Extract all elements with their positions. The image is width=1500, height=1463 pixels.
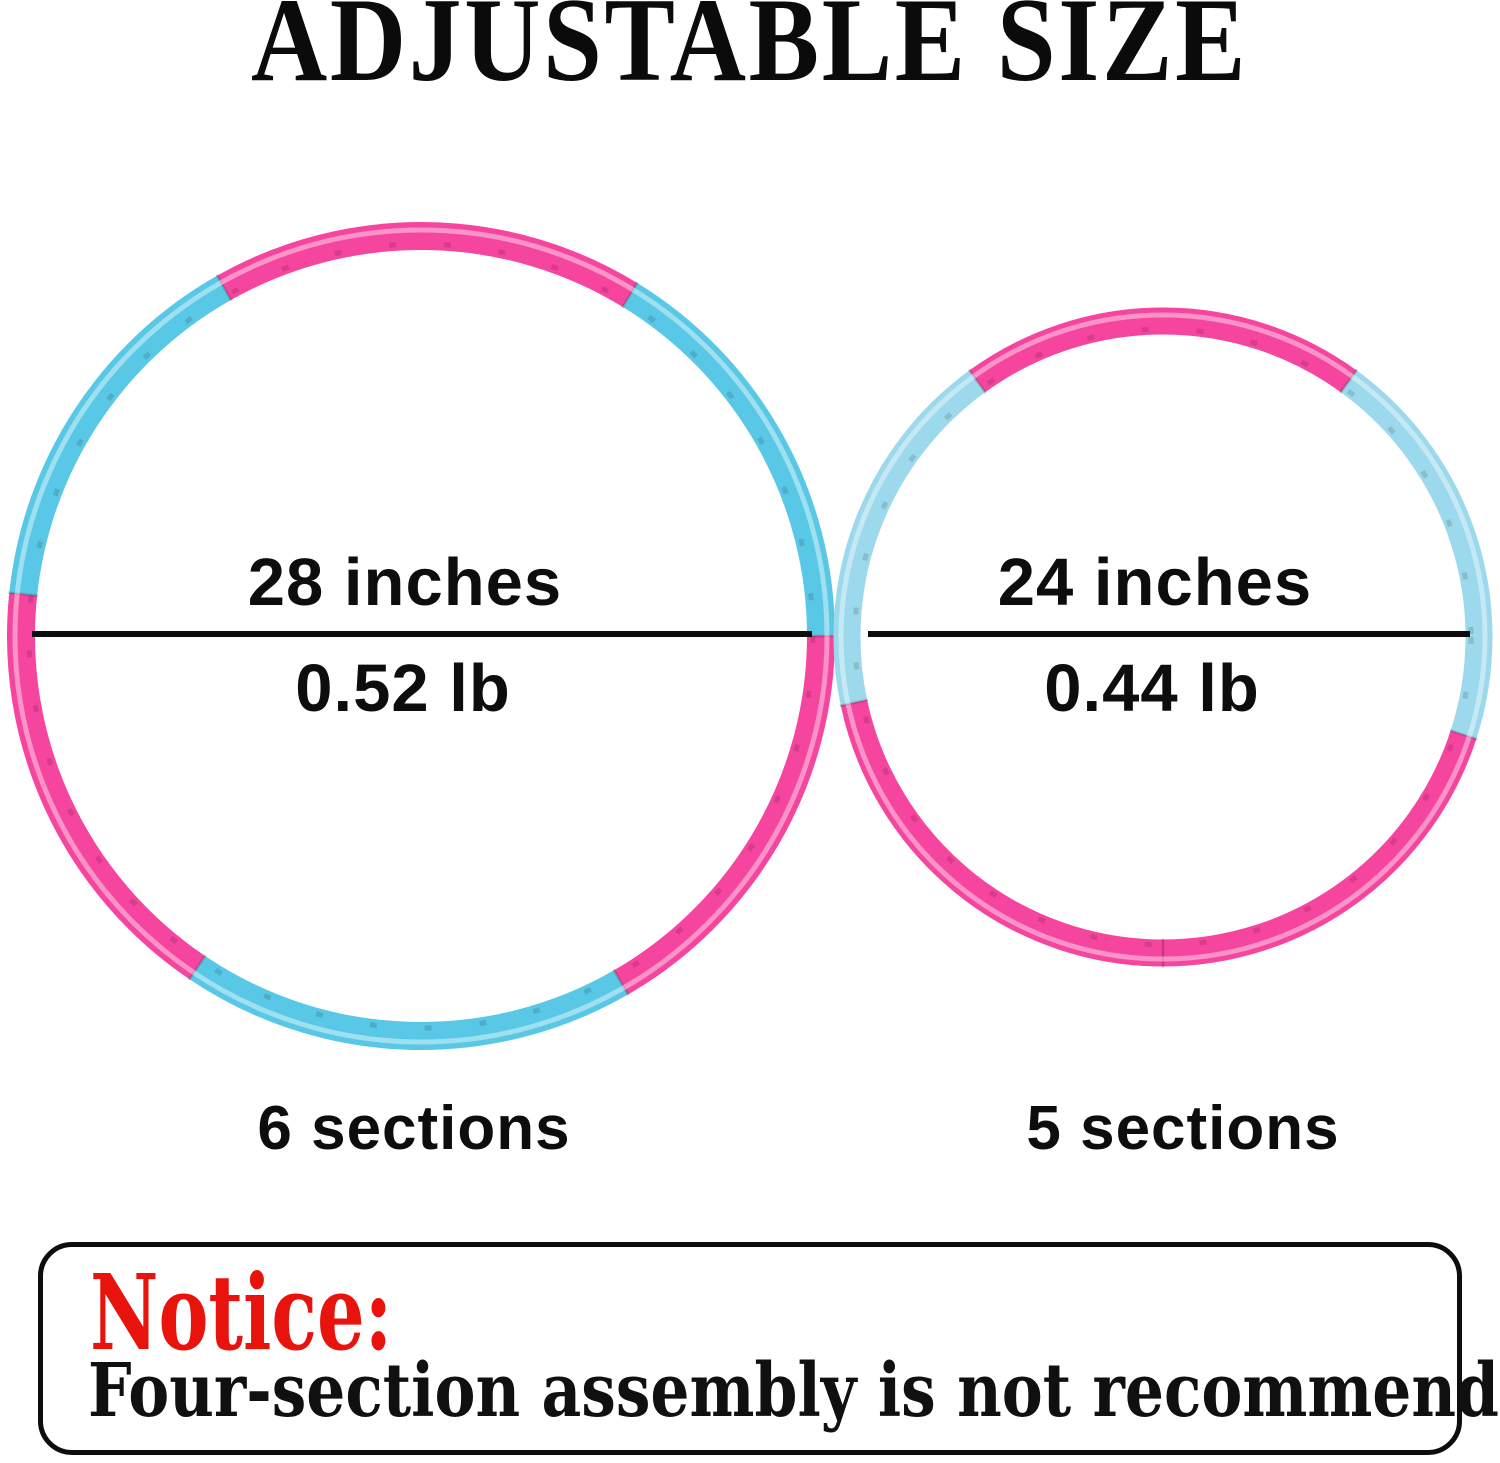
hoop-section-joint bbox=[1339, 368, 1359, 394]
hoop-section-joint bbox=[621, 281, 639, 309]
size-label-small: 24 inches bbox=[997, 545, 1313, 620]
hoop-segment-pink bbox=[217, 222, 638, 307]
hoop-section-joint bbox=[215, 274, 233, 302]
hoop-large bbox=[7, 222, 836, 1050]
hoop-small bbox=[833, 307, 1493, 968]
hoop-segment-pink bbox=[613, 635, 835, 995]
diameter-line-large bbox=[32, 631, 812, 637]
notice-box: Notice: Four-section assembly is not rec… bbox=[38, 1242, 1500, 1455]
notice-heading-wrap: Notice: bbox=[90, 1261, 510, 1365]
hoop-section-joint bbox=[187, 954, 207, 981]
notice-heading: Notice: bbox=[90, 1251, 393, 1374]
page-title: ADJUSTABLE SIZE bbox=[251, 0, 1249, 106]
hoop-segment-blue bbox=[1340, 370, 1493, 739]
sections-label-large: 6 sections bbox=[257, 1094, 571, 1163]
hoop-segment-pink bbox=[969, 307, 1357, 393]
hoop-segment-blue bbox=[622, 283, 835, 637]
sections-label-small: 5 sections bbox=[1026, 1094, 1340, 1163]
notice-body: Four-section assembly is not recommended… bbox=[88, 1348, 1500, 1434]
hoop-gloss-highlight bbox=[12, 227, 830, 1045]
notice-body-wrap: Four-section assembly is not recommended… bbox=[88, 1354, 1500, 1428]
hoop-segment-blue bbox=[189, 956, 628, 1050]
hoop-segment-pink bbox=[7, 592, 206, 980]
hoop-ridge-ticks bbox=[26, 241, 816, 1031]
hoop-section-joint bbox=[612, 968, 630, 997]
hoop-segment-blue bbox=[833, 370, 986, 706]
hoop-ridge-ticks bbox=[852, 326, 1474, 948]
diameter-line-small bbox=[868, 631, 1470, 637]
hoop-section-joint bbox=[1449, 728, 1478, 741]
hoop-gloss-highlight bbox=[838, 312, 1488, 962]
size-label-large: 28 inches bbox=[247, 545, 563, 620]
hoop-segment-pink bbox=[1162, 730, 1477, 967]
hoop-section-joint bbox=[839, 698, 869, 707]
weight-label-large: 0.52 lb bbox=[295, 651, 511, 726]
weight-label-small: 0.44 lb bbox=[1044, 651, 1260, 726]
hoop-segment-blue bbox=[9, 275, 231, 596]
hoop-section-joint bbox=[8, 591, 39, 597]
hoop-section-joint bbox=[967, 368, 987, 394]
page-title-wrap: ADJUSTABLE SIZE bbox=[0, 0, 1500, 100]
hoop-segment-pink bbox=[840, 699, 1164, 967]
